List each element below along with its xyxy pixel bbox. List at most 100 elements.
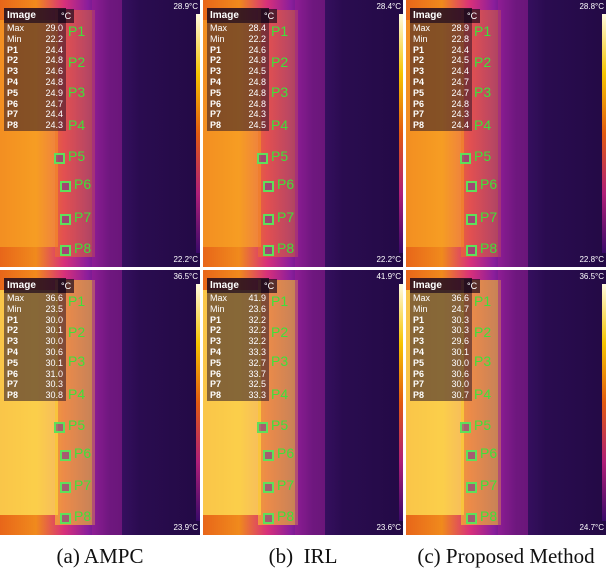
point-marker: [263, 245, 274, 256]
readout-row: Min 22.2: [207, 34, 269, 45]
readout-key: P5: [413, 357, 425, 368]
readout-row: P1 32.2: [207, 315, 269, 326]
point-label: P7: [74, 209, 92, 225]
scale-max: 28.8°C: [579, 2, 604, 11]
point-marker: [466, 482, 477, 494]
readout-row: P2 24.8: [4, 55, 66, 66]
point-label: P4: [271, 117, 289, 133]
color-scale: [602, 284, 606, 521]
point-label: P1: [271, 23, 289, 39]
readout-panel: Image Max 28.9 Min 22.8 P1 24.4 P2 24.5 P3 24.4 P4 2…: [410, 8, 472, 131]
readout-value: 31.0: [45, 368, 63, 379]
readout-row: P6 24.8: [207, 99, 269, 110]
readout-key: P1: [7, 44, 19, 55]
point-label: P8: [277, 508, 295, 525]
readout-key: P1: [210, 44, 222, 55]
point-label: P2: [474, 323, 492, 340]
point-label: P2: [271, 323, 289, 340]
readout-value: 24.8: [248, 87, 266, 98]
point-label: P3: [271, 84, 289, 100]
point-label: P5: [271, 416, 289, 433]
readout-row: P2 32.2: [207, 325, 269, 336]
readout-key: Max: [210, 293, 228, 303]
readout-row: P7 24.3: [410, 109, 472, 120]
point-label: P1: [474, 23, 492, 39]
readout-key: P7: [7, 379, 19, 390]
point-label: P2: [271, 54, 289, 70]
readout-row: P5 24.7: [410, 88, 472, 99]
point-label: P5: [68, 416, 86, 433]
readout-row: P2 24.8: [207, 55, 269, 66]
readout-row: P3 24.6: [4, 66, 66, 77]
readout-value: 24.3: [45, 120, 63, 131]
point-marker: [466, 214, 477, 225]
readout-value: 28.4: [248, 23, 266, 33]
caption: (a) AMPC: [56, 544, 144, 568]
readout-value: 24.6: [248, 44, 266, 55]
readout-row: P4 24.7: [410, 77, 472, 88]
readout-value: 30.0: [451, 357, 469, 368]
readout-value: 30.1: [451, 346, 469, 357]
scale-min: 22.2°C: [173, 255, 198, 264]
readout-value: 24.8: [451, 98, 469, 109]
point-marker: [466, 245, 477, 256]
readout-value: 30.6: [45, 346, 63, 357]
readout-row: P6 31.0: [4, 369, 66, 380]
readout-key: P7: [7, 109, 19, 120]
readout-value: 24.8: [248, 98, 266, 109]
readout-key: P1: [7, 314, 19, 325]
readout-key: Min: [7, 33, 22, 44]
readout-panel: Image Max 29.0 Min 22.2 P1 24.4 P2 24.8 P3 24.6 P4 2…: [4, 8, 66, 131]
readout-key: P1: [413, 44, 425, 55]
color-scale: [196, 14, 200, 253]
readout-row: P7 24.4: [4, 109, 66, 120]
readout-row: P3 24.5: [207, 66, 269, 77]
readout-key: Min: [413, 303, 428, 314]
point-label: P5: [271, 148, 289, 164]
unit-label: °C: [261, 9, 278, 23]
readout-value: 24.5: [248, 66, 266, 77]
readout-value: 33.7: [248, 368, 266, 379]
readout-key: P6: [413, 368, 425, 379]
caption: (b) IRL: [268, 544, 338, 568]
readout-key: P4: [7, 76, 19, 87]
readout-value: 41.9: [248, 293, 266, 303]
readout-value: 22.8: [451, 33, 469, 44]
readout-row: P7 30.0: [410, 379, 472, 390]
readout-key: P2: [7, 55, 19, 66]
readout-row: P5 24.8: [207, 88, 269, 99]
readout-row: P2 30.3: [410, 325, 472, 336]
unit-label: °C: [58, 279, 75, 293]
readout-row: P1 30.3: [410, 315, 472, 326]
readout-value: 24.5: [248, 120, 266, 131]
point-marker: [263, 513, 274, 525]
readout-key: P2: [7, 325, 19, 336]
readout-value: 30.0: [45, 336, 63, 347]
readout-row: P2 24.5: [410, 55, 472, 66]
readout-value: 24.4: [45, 44, 63, 55]
point-label: P3: [474, 84, 492, 100]
readout-value: 24.7: [45, 98, 63, 109]
scale-max: 36.5°C: [173, 272, 198, 281]
point-label: P6: [480, 176, 498, 192]
readout-key: P2: [413, 55, 425, 66]
point-label: P8: [480, 240, 498, 256]
thermal-image: Image Max 28.4 Min 22.2 P1 24.6 P2 24.8 P3 24.5 P4 2…: [203, 0, 403, 267]
readout-value: 29.6: [451, 336, 469, 347]
readout-key: P7: [413, 109, 425, 120]
point-label: P7: [74, 477, 92, 494]
scale-max: 28.4°C: [376, 2, 401, 11]
color-scale: [399, 14, 403, 253]
point-label: P5: [474, 148, 492, 164]
readout-panel: Image Max 36.6 Min 24.7 P1 30.3 P2 30.3 P3 29.6 P4 3…: [410, 278, 472, 401]
readout-key: P1: [210, 314, 222, 325]
point-marker: [263, 482, 274, 494]
readout-value: 24.7: [451, 87, 469, 98]
readout-key: P5: [413, 87, 425, 98]
readout-row: P6 33.7: [207, 369, 269, 380]
point-marker: [60, 214, 71, 225]
scale-max: 28.9°C: [173, 2, 198, 11]
readout-value: 30.1: [45, 325, 63, 336]
point-marker: [60, 245, 71, 256]
scale-min: 22.8°C: [579, 255, 604, 264]
